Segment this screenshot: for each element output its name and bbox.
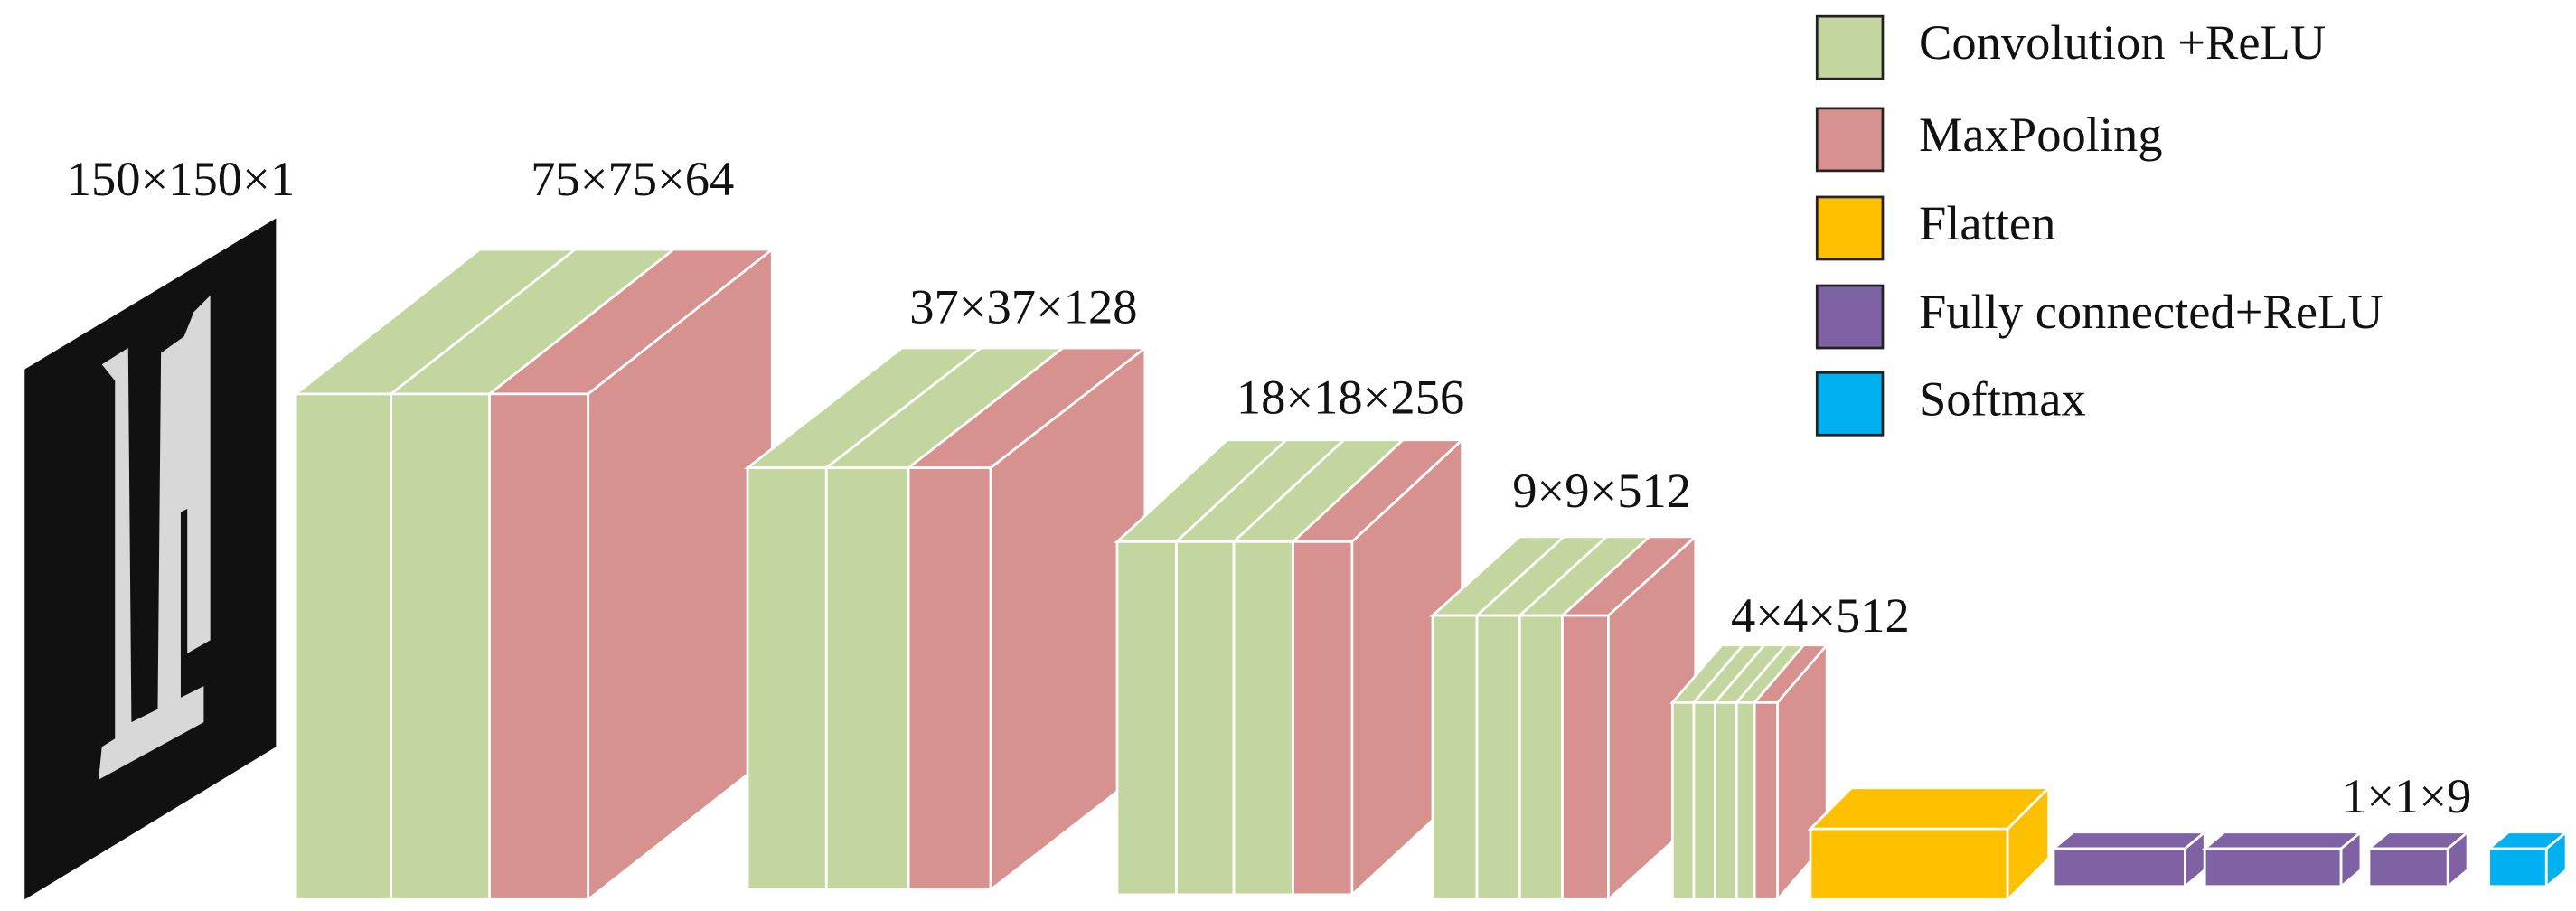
block-front xyxy=(907,466,992,891)
block-front xyxy=(1714,700,1738,901)
block-front xyxy=(2052,847,2186,888)
block-front xyxy=(2203,847,2343,888)
block-front xyxy=(1475,614,1521,901)
legend-swatch xyxy=(1815,371,1885,437)
block-top xyxy=(2050,831,2208,850)
legend-swatch xyxy=(1815,107,1885,173)
layer-size: 37×37×128 xyxy=(909,279,1137,334)
layer-size: 150×150×1 xyxy=(67,151,295,206)
layer-block xyxy=(1669,642,1830,903)
layer-block xyxy=(1114,437,1466,897)
legend-label: MaxPooling xyxy=(1919,107,2163,162)
layer-block xyxy=(2050,829,2208,889)
layer-block xyxy=(2365,829,2471,889)
block-front xyxy=(1670,700,1696,901)
block-front xyxy=(1431,614,1479,901)
block-front xyxy=(746,466,828,891)
block-front xyxy=(1232,540,1294,897)
legend-swatch xyxy=(1815,195,1885,261)
legend-label: Flatten xyxy=(1919,195,2055,250)
block-front xyxy=(294,392,392,901)
block-front xyxy=(1692,700,1716,901)
layer-size: 1×1×9 xyxy=(2342,768,2471,823)
layer-block xyxy=(744,345,1149,893)
block-front xyxy=(1292,540,1354,897)
block-front xyxy=(824,466,910,891)
layer-size: 18×18×256 xyxy=(1236,369,1464,424)
block-front xyxy=(1175,540,1236,897)
block-top xyxy=(2201,831,2364,850)
input-image xyxy=(24,218,277,900)
block-front xyxy=(2487,847,2548,888)
layer-block xyxy=(1429,533,1699,903)
block-front xyxy=(390,392,492,901)
legend-swatch xyxy=(1815,284,1885,350)
block-front xyxy=(1518,614,1564,901)
legend-swatch xyxy=(1815,14,1885,80)
legend-label: Fully connected+ReLU xyxy=(1919,284,2383,339)
legend-label: Convolution +ReLU xyxy=(1919,14,2326,70)
layer-size: 75×75×64 xyxy=(531,151,734,206)
block-side xyxy=(2339,829,2363,889)
legend-label: Softmax xyxy=(1919,371,2086,426)
block-front xyxy=(488,392,590,901)
layer-block xyxy=(1807,784,2052,903)
block-side xyxy=(2446,829,2469,889)
block-front xyxy=(2367,847,2449,888)
block-front xyxy=(1115,540,1178,897)
layer-block xyxy=(292,247,776,903)
block-front xyxy=(1735,700,1756,901)
layer-block xyxy=(2485,829,2570,889)
layer-size: 9×9×512 xyxy=(1512,463,1691,518)
block-side xyxy=(2006,784,2050,903)
block-side xyxy=(2544,829,2568,889)
block-front xyxy=(1753,700,1780,901)
layer-size: 4×4×512 xyxy=(1731,587,1910,643)
block-front xyxy=(1561,614,1610,901)
layer-block xyxy=(2201,829,2364,889)
block-front xyxy=(1809,827,2009,901)
